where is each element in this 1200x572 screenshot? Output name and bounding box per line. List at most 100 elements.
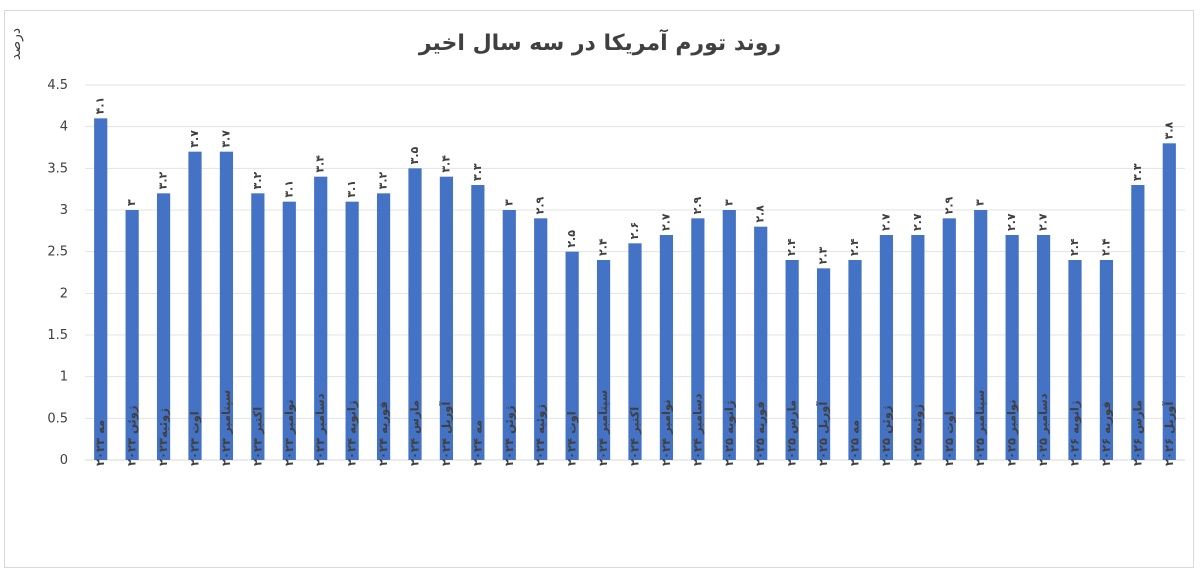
data-label: ۳ bbox=[722, 199, 735, 206]
category-label: ژوئیه ۲۰۲۵ bbox=[910, 404, 925, 466]
data-label: ۳ bbox=[502, 199, 515, 206]
bar bbox=[1036, 235, 1051, 460]
y-tick-label: 1.5 bbox=[47, 328, 68, 343]
y-tick-label: 2 bbox=[60, 286, 68, 301]
data-labels: ۴.۱ ۳ ۳.۲ ۳.۷ ۳.۷ ۳.۲ ۳.۱ ۳.۴ ۳.۱ ۳.۲ ۳.۵ ۳.۴ ۳.۳ ۳ ۲.… bbox=[94, 97, 1176, 265]
data-label: ۲.۷ bbox=[659, 213, 672, 231]
category-label: ژانویه ۲۰۲۶ bbox=[1068, 401, 1083, 466]
category-label: ژوئن ۲۰۲۵ bbox=[879, 405, 894, 466]
x-axis-categories: مه ۲۰۲۳ ژوئن ۲۰۲۳ ژوئیه۲۰۲۳ اوت ۲۰۲۳ سپتامبر… bbox=[93, 390, 1177, 466]
y-axis-ticks: 0 0.5 1 1.5 2 2.5 3 3.5 4 4.5 bbox=[47, 78, 68, 468]
category-label: ژوئیه ۲۰۲۴ bbox=[533, 404, 548, 466]
y-tick-label: 1 bbox=[60, 370, 68, 385]
category-label: آوریل ۲۰۲۴ bbox=[439, 401, 454, 466]
category-label: اکتبر ۲۰۲۳ bbox=[250, 407, 264, 466]
bar bbox=[282, 201, 296, 460]
category-label: مه ۲۰۲۴ bbox=[470, 420, 484, 466]
bar bbox=[785, 260, 799, 460]
bar bbox=[314, 176, 328, 460]
data-label: ۳.۵ bbox=[408, 146, 421, 164]
data-label: ۲.۵ bbox=[565, 230, 578, 248]
category-label: نوامبر ۲۰۲۴ bbox=[659, 399, 674, 466]
y-tick-label: 3 bbox=[60, 203, 68, 218]
bar bbox=[1131, 185, 1145, 460]
data-label: ۲.۴ bbox=[597, 238, 610, 256]
bars bbox=[94, 118, 1176, 461]
data-label: ۲.۶ bbox=[628, 222, 641, 240]
data-label: ۲.۷ bbox=[1005, 213, 1018, 231]
gridlines bbox=[85, 84, 1185, 461]
bar bbox=[659, 235, 674, 460]
data-label: ۳.۱ bbox=[345, 180, 358, 198]
data-label: ۲.۸ bbox=[754, 205, 767, 223]
category-label: ژانویه ۲۰۲۵ bbox=[722, 401, 737, 466]
category-label: سپتامبر ۲۰۲۵ bbox=[973, 390, 987, 466]
data-label: ۳ bbox=[125, 199, 138, 206]
category-label: سپتامبر ۲۰۲۳ bbox=[219, 390, 233, 466]
data-label: ۲.۳ bbox=[817, 246, 830, 264]
category-label: آوریل ۲۰۲۵ bbox=[816, 401, 831, 466]
bar bbox=[691, 218, 705, 460]
bar bbox=[376, 193, 391, 461]
data-label: ۲.۴ bbox=[1099, 238, 1112, 256]
data-label: ۳.۴ bbox=[439, 155, 452, 173]
bar bbox=[1099, 260, 1114, 460]
bar bbox=[628, 243, 642, 460]
y-tick-label: 0 bbox=[60, 453, 68, 468]
data-label: ۳.۲ bbox=[251, 171, 264, 189]
bar bbox=[345, 201, 359, 460]
bar bbox=[439, 176, 454, 460]
bar bbox=[722, 210, 736, 460]
data-label: ۲.۴ bbox=[1068, 238, 1081, 256]
bar bbox=[156, 193, 171, 461]
data-label: ۳.۷ bbox=[188, 130, 201, 148]
data-label: ۲.۴ bbox=[848, 238, 861, 256]
category-label: ژانویه ۲۰۲۴ bbox=[345, 401, 360, 466]
category-label: مارس ۲۰۲۴ bbox=[408, 400, 422, 466]
bar bbox=[125, 210, 139, 460]
category-label: دسامبر ۲۰۲۵ bbox=[1036, 393, 1050, 466]
category-label: ژوئن ۲۰۲۴ bbox=[502, 405, 517, 466]
bar bbox=[1005, 235, 1019, 460]
y-tick-label: 3.5 bbox=[47, 161, 68, 176]
category-label: نوامبر ۲۰۲۳ bbox=[282, 399, 297, 466]
category-label: فوریه ۲۰۲۶ bbox=[1099, 401, 1114, 466]
data-label: ۲.۷ bbox=[1037, 213, 1050, 231]
category-label: فوریه ۲۰۲۴ bbox=[376, 401, 391, 466]
bar bbox=[596, 260, 611, 460]
category-label: نوامبر ۲۰۲۵ bbox=[1005, 399, 1020, 466]
y-axis-title: درصد bbox=[8, 28, 24, 60]
bar bbox=[471, 185, 485, 460]
bar bbox=[502, 210, 516, 460]
bar bbox=[408, 168, 422, 461]
category-label: سپتامبر ۲۰۲۴ bbox=[596, 390, 610, 466]
y-tick-label: 4.5 bbox=[47, 78, 68, 93]
data-label: ۲.۹ bbox=[534, 196, 547, 214]
category-label: آوریل ۲۰۲۶ bbox=[1162, 401, 1177, 466]
data-label: ۳.۳ bbox=[471, 163, 484, 181]
bar bbox=[879, 235, 894, 460]
bar bbox=[94, 118, 108, 460]
bar bbox=[565, 251, 579, 460]
bar bbox=[188, 151, 202, 460]
data-label: ۳.۲ bbox=[157, 171, 170, 189]
category-label: مارس ۲۰۲۶ bbox=[1130, 400, 1144, 466]
category-label: ژوئیه۲۰۲۳ bbox=[156, 408, 171, 466]
category-label: دسامبر ۲۰۲۴ bbox=[690, 393, 704, 466]
data-label: ۳.۲ bbox=[377, 171, 390, 189]
category-label: اکتبر ۲۰۲۴ bbox=[628, 407, 642, 466]
data-label: ۲.۷ bbox=[879, 213, 892, 231]
bar bbox=[1162, 143, 1176, 461]
data-label: ۲.۴ bbox=[785, 238, 798, 256]
y-tick-label: 4 bbox=[60, 120, 68, 135]
data-label: ۳.۳ bbox=[1131, 163, 1144, 181]
category-label: اوت ۲۰۲۵ bbox=[942, 411, 957, 466]
y-tick-label: 2.5 bbox=[47, 245, 68, 260]
data-label: ۳.۱ bbox=[282, 180, 295, 198]
data-label: ۲.۹ bbox=[691, 196, 704, 214]
bar bbox=[754, 226, 768, 460]
category-label: اوت ۲۰۲۴ bbox=[565, 411, 580, 466]
data-label: ۴.۱ bbox=[94, 97, 107, 115]
category-label: مارس ۲۰۲۵ bbox=[785, 400, 799, 466]
